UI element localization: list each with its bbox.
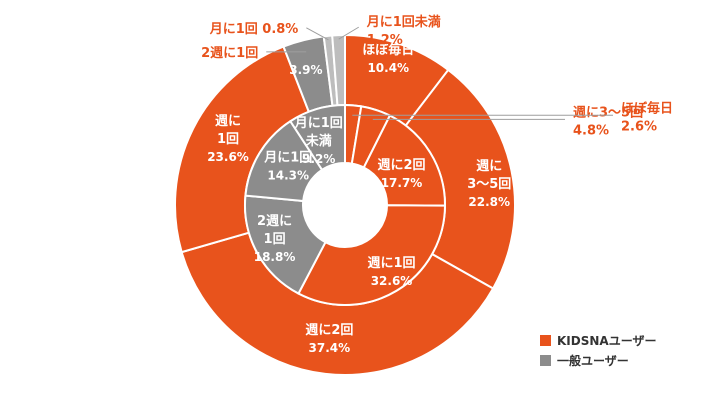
outer-slice-3-label-1: 週に2回 (305, 323, 353, 338)
callout-label-4-1: 週に3〜5回 (573, 105, 643, 120)
legend-label-kidsna: KIDSNAユーザー (557, 333, 657, 348)
callout-line-1 (306, 27, 329, 41)
outer-slice-2-label-3: 22.8% (468, 195, 510, 209)
inner-slice-5 (244, 194, 327, 295)
legend-item-general: 一般ユーザー (540, 350, 656, 370)
callout-label-4-2: 4.8% (573, 123, 609, 138)
inner-slice-3-label-2: 17.7% (381, 176, 423, 190)
inner-slice-4-label-2: 32.6% (371, 274, 413, 288)
callout-label-1-1: 月に1回 0.8% (209, 22, 299, 37)
inner-slice-3-label-1: 週に2回 (378, 158, 426, 173)
inner-slice-7 (288, 103, 346, 172)
inner-slice-7-label-2: 未満 (305, 133, 332, 149)
callout-line-3 (338, 26, 360, 40)
callout-label-5-1: ほぼ毎日 (621, 100, 673, 116)
legend-swatch-general (540, 354, 551, 366)
outer-slice-4-label-3: 23.6% (207, 150, 249, 164)
outer-slice-4-label-1: 週に (215, 114, 241, 129)
legend-swatch-kidsna (540, 334, 551, 346)
outer-slice-3-label-2: 37.4% (309, 341, 351, 355)
outer-slice-1-label-2: 10.4% (367, 61, 409, 75)
outer-slice-2-label-1: 週に (476, 159, 502, 174)
inner-slice-5-label-3: 18.8% (254, 250, 296, 264)
inner-slice-5-label-2: 1回 (264, 232, 286, 247)
inner-slice-4 (297, 204, 447, 306)
inner-slice-7-label-3: 9.2% (302, 152, 335, 166)
inner-slice-6-label-1: 月に1回 (263, 150, 312, 165)
callout-label-2-1: 2週に1回 (201, 46, 258, 61)
callout-label-3-2: 1.2% (367, 33, 403, 48)
outer-slice-1-label-1: ほぼ毎日 (362, 42, 414, 58)
donut-hole (304, 164, 386, 246)
callout-label-5-2: 2.6% (621, 119, 657, 134)
outer-slice-2-label-2: 3〜5回 (467, 177, 511, 192)
inner-slice-4-label-1: 週に1回 (368, 256, 416, 271)
legend: KIDSNAユーザー 一般ユーザー (540, 330, 656, 370)
outer-slice-4-label-2: 1回 (217, 132, 239, 147)
outer-slice-5-label-1: 3.9% (289, 63, 322, 77)
callout-label-3-1: 月に1回未満 (366, 14, 441, 30)
inner-slice-3 (362, 114, 446, 207)
inner-slice-5-label-1: 2週に (257, 214, 292, 229)
inner-slice-7-label-1: 月に1回 (294, 116, 343, 131)
inner-slice-6-label-2: 14.3% (267, 168, 309, 182)
legend-item-kidsna: KIDSNAユーザー (540, 330, 656, 350)
legend-label-general: 一般ユーザー (557, 353, 629, 368)
